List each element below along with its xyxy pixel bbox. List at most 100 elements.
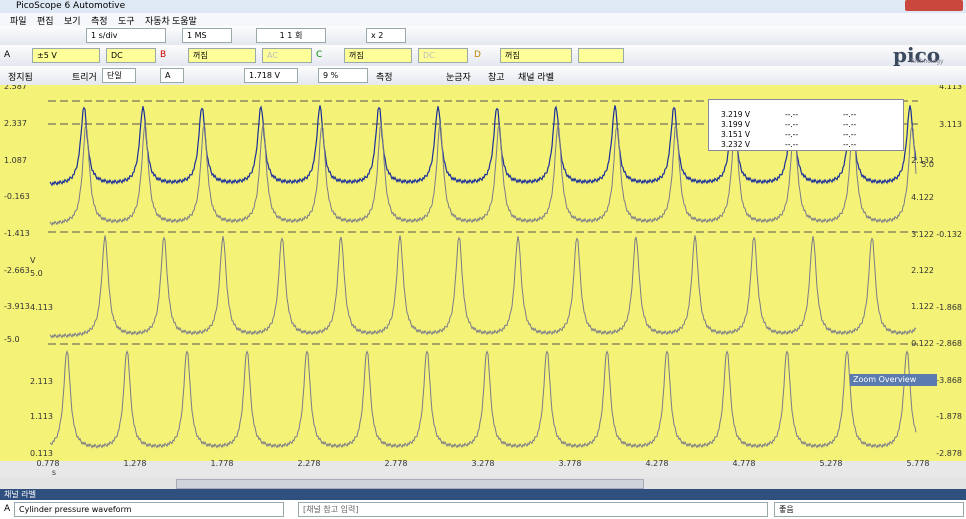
y-axis-label: -1.413	[4, 229, 30, 238]
channel-row: A Cylinder pressure waveform [채널 참고 입력] …	[0, 500, 966, 519]
x-axis-label: 1.778	[211, 459, 234, 468]
channel-b: B	[160, 50, 166, 60]
zoom-overview[interactable]: Zoom Overview	[850, 374, 937, 386]
x-axis-label: 4.778	[733, 459, 756, 468]
table-cell: --.--	[785, 130, 798, 139]
y-axis-label: 2.113	[30, 377, 53, 386]
state-b[interactable]: 꺼짐	[188, 48, 256, 63]
y-axis-label: 4.113	[30, 303, 53, 312]
toolbar-1: 1 s/div 1 MS 1 1 회 x 2	[0, 26, 966, 46]
scroll-thumb[interactable]	[176, 479, 644, 489]
y-axis-label: 5.0	[30, 269, 43, 278]
x-axis-label: 4.278	[646, 459, 669, 468]
y-axis-label: 2.122	[911, 266, 934, 275]
table-cell: 3.219 V	[721, 110, 750, 119]
y-axis-label: 2.337	[4, 119, 27, 128]
y-axis-label: 0.122	[911, 339, 934, 348]
channel-d: D	[474, 50, 481, 60]
y-axis-label: -2.868	[936, 339, 962, 348]
table-cell: --.--	[843, 110, 856, 119]
channel-c: C	[316, 50, 322, 60]
trigger-source[interactable]: A	[160, 68, 184, 83]
reference[interactable]: 참고	[488, 70, 505, 83]
x-axis-label: 3.778	[559, 459, 582, 468]
y-axis-label: 3.122	[911, 230, 934, 239]
y-axis-label: -0.132	[936, 230, 962, 239]
y-axis-label: 1.122	[911, 302, 934, 311]
timebase[interactable]: 1 s/div	[86, 28, 166, 43]
menu-bar: 파일편집보기측정도구자동차도움말	[0, 13, 966, 26]
y-axis-label: 2.132	[911, 156, 934, 165]
channel-note[interactable]: [채널 참고 입력]	[298, 502, 768, 517]
x-unit: s	[52, 468, 56, 477]
table-cell: --.--	[785, 110, 798, 119]
channel-a: A	[4, 50, 10, 60]
captures[interactable]: 1 1 회	[256, 28, 326, 43]
y-axis-label: -1.878	[936, 412, 962, 421]
x-axis-label: 1.278	[124, 459, 147, 468]
y-axis-label: 4.122	[911, 193, 934, 202]
coupling-c[interactable]: DC	[418, 48, 468, 63]
table-cell: 3.199 V	[721, 120, 750, 129]
coupling-b[interactable]: AC	[262, 48, 312, 63]
table-header-bg	[709, 100, 903, 110]
toolbar-3: 정지됨 트리거 단일 A 1.718 V 9 % 측정 눈금자 참고 채널 라벨	[0, 66, 966, 86]
channel-id: A	[4, 504, 10, 514]
table-cell: --.--	[843, 140, 856, 149]
x-axis-label: 5.778	[907, 459, 930, 468]
x-axis-label: 0.778	[37, 459, 60, 468]
panel-header: 채널 라벨	[0, 489, 966, 500]
coupling-d-empty[interactable]	[578, 48, 624, 63]
x-axis-label: 2.278	[298, 459, 321, 468]
y-axis-label: 2.587	[4, 85, 27, 91]
x-axis-label: 2.778	[385, 459, 408, 468]
logo-sub: Technology	[910, 58, 944, 65]
table-header: 1	[721, 100, 727, 110]
table-cell: --.--	[785, 140, 798, 149]
trigger: 트리거	[72, 70, 97, 83]
x-axis-label: 5.278	[820, 459, 843, 468]
y-axis-label: -3.913	[4, 302, 30, 311]
y-axis-label: -2.663	[4, 266, 30, 275]
y-axis-label: -3.868	[936, 376, 962, 385]
channel-label[interactable]: Cylinder pressure waveform	[14, 502, 284, 517]
y-axis-label: 3.113	[939, 120, 962, 129]
zoom[interactable]: x 2	[366, 28, 406, 43]
table-cell: --.--	[843, 130, 856, 139]
y-axis-label: 1.113	[30, 412, 53, 421]
y-axis-label: 0.113	[30, 449, 53, 458]
state-d[interactable]: 꺼짐	[500, 48, 572, 63]
scrollbar[interactable]	[0, 477, 966, 489]
table-header: 2	[785, 100, 791, 110]
y-axis-label: -1.868	[936, 303, 962, 312]
pretrigger[interactable]: 9 %	[318, 68, 368, 83]
window-controls[interactable]	[905, 0, 963, 11]
table-cell: 3.151 V	[721, 130, 750, 139]
samples[interactable]: 1 MS	[182, 28, 232, 43]
y-axis-label: -5.0	[4, 335, 20, 344]
y-unit: V	[30, 256, 36, 265]
coupling-a[interactable]: DC	[106, 48, 156, 63]
trigger-level[interactable]: 1.718 V	[244, 68, 298, 83]
rulers[interactable]: 눈금자	[446, 70, 471, 83]
title-bar: PicoScope 6 Automotive	[0, 0, 966, 13]
window-title: PicoScope 6 Automotive	[16, 1, 125, 11]
channel-labels[interactable]: 채널 라벨	[518, 70, 554, 83]
table-header: Δ	[843, 100, 849, 110]
table-cell: --.--	[785, 120, 798, 129]
measure[interactable]: 측정	[376, 70, 393, 83]
y-axis-label: -2.878	[936, 449, 962, 458]
trigger-mode[interactable]: 단일	[102, 68, 136, 83]
range-a[interactable]: ±5 V	[32, 48, 100, 63]
toolbar-2: A ±5 V DC B 꺼짐 AC C 꺼짐 DC D 꺼짐 pico Tech…	[0, 45, 966, 67]
channel-status[interactable]: 좋음	[774, 502, 964, 517]
state-c[interactable]: 꺼짐	[344, 48, 412, 63]
y-axis-label: 1.087	[4, 156, 27, 165]
y-axis-label: -0.163	[4, 192, 30, 201]
y-axis-label: 4.113	[939, 85, 962, 91]
status[interactable]: 정지됨	[8, 70, 33, 83]
x-axis-label: 3.278	[472, 459, 495, 468]
table-cell: --.--	[843, 120, 856, 129]
ruler-table: 12Δ3.219 V--.----.--3.199 V--.----.--3.1…	[708, 99, 904, 151]
